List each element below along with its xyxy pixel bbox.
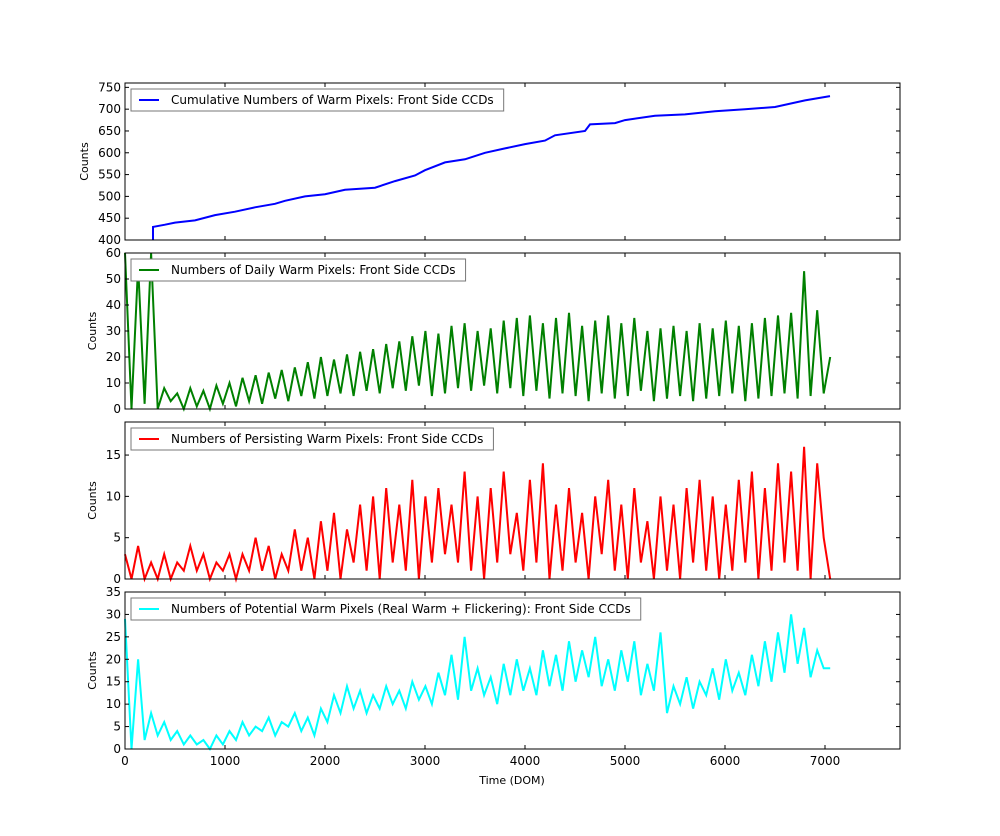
y-axis-label: Counts xyxy=(86,481,99,520)
legend-box xyxy=(130,597,642,621)
series-line xyxy=(124,252,832,413)
subplot-3: 0 5 10 15 Counts Numbers of Persisting Warm P… xyxy=(86,421,901,586)
y-tick-label: 20 xyxy=(106,652,121,666)
y-tick-label: 450 xyxy=(98,211,121,225)
x-tick-label: 5000 xyxy=(610,754,641,768)
y-tick-label: 10 xyxy=(106,697,121,711)
y-tick-label: 500 xyxy=(98,189,121,203)
legend: Numbers of Persisting Warm Pixels: Front… xyxy=(130,427,494,451)
legend: Cumulative Numbers of Warm Pixels: Front… xyxy=(130,88,505,112)
legend-box xyxy=(130,88,505,112)
legend: Numbers of Potential Warm Pixels (Real W… xyxy=(130,597,642,621)
subplot-1: 400 450 500 550 600 650 700 750 Counts Cumulative… xyxy=(78,80,901,247)
y-tick-label: 700 xyxy=(98,102,121,116)
legend-label: Cumulative Numbers of Warm Pixels: Front… xyxy=(171,93,494,107)
y-axis-label: Counts xyxy=(78,142,91,181)
y-tick-label: 750 xyxy=(98,80,121,94)
x-tick-label: 6000 xyxy=(710,754,741,768)
x-tick-label: 1000 xyxy=(210,754,241,768)
subplot-4: 0 5 10 15 20 25 30 35 0 1000 2000 3000 4000 5000 6000 7… xyxy=(86,585,901,768)
y-tick-label: 30 xyxy=(106,324,121,338)
legend-label: Numbers of Persisting Warm Pixels: Front… xyxy=(171,432,483,446)
plot-frame xyxy=(124,82,901,241)
y-tick-label: 400 xyxy=(98,233,121,247)
y-tick-label: 5 xyxy=(113,720,121,734)
legend-box xyxy=(130,258,467,282)
y-tick-label: 25 xyxy=(106,630,121,644)
legend: Numbers of Daily Warm Pixels: Front Side… xyxy=(130,258,467,282)
y-axis-label: Counts xyxy=(86,312,99,351)
legend-box xyxy=(130,427,494,451)
series-line xyxy=(152,95,831,240)
y-tick-label: 40 xyxy=(106,298,121,312)
y-tick-label: 0 xyxy=(113,742,121,756)
y-tick-label: 650 xyxy=(98,124,121,138)
series-line xyxy=(124,446,832,583)
x-tick-label: 2000 xyxy=(310,754,341,768)
y-tick-label: 550 xyxy=(98,168,121,182)
legend-label: Numbers of Daily Warm Pixels: Front Side… xyxy=(171,263,456,277)
y-tick-label: 10 xyxy=(106,376,121,390)
y-tick-label: 30 xyxy=(106,607,121,621)
series-line xyxy=(124,614,831,751)
x-tick-label: 7000 xyxy=(810,754,841,768)
y-tick-label: 15 xyxy=(106,448,121,462)
x-tick-label: 4000 xyxy=(510,754,541,768)
legend-label: Numbers of Potential Warm Pixels (Real W… xyxy=(171,602,631,616)
y-tick-label: 5 xyxy=(113,531,121,545)
y-tick-label: 20 xyxy=(106,350,121,364)
y-tick-label: 0 xyxy=(113,572,121,586)
plot-frame xyxy=(124,421,901,580)
y-tick-label: 0 xyxy=(113,402,121,416)
x-tick-label: 0 xyxy=(121,754,129,768)
y-tick-label: 35 xyxy=(106,585,121,599)
x-tick-label: 3000 xyxy=(410,754,441,768)
y-tick-label: 600 xyxy=(98,146,121,160)
y-tick-label: 15 xyxy=(106,675,121,689)
y-axis-label: Counts xyxy=(86,651,99,690)
y-tick-label: 10 xyxy=(106,489,121,503)
y-tick-label: 60 xyxy=(106,246,121,260)
x-axis-label: Time (DOM) xyxy=(478,774,545,787)
subplot-2: 0 10 20 30 40 50 60 Counts Numbers of Daily Warm… xyxy=(86,246,901,416)
y-tick-label: 50 xyxy=(106,272,121,286)
plot-frame xyxy=(124,591,901,750)
